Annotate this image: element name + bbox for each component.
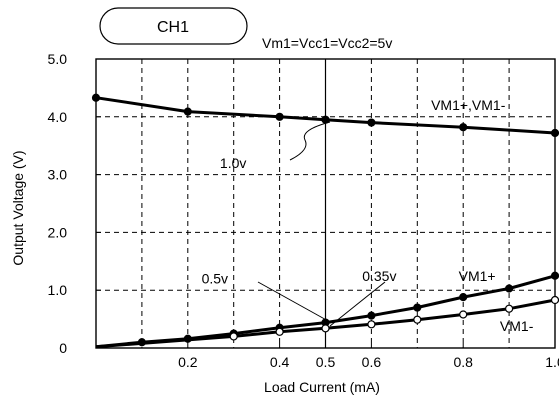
annotation-label: VM1+,VM1- bbox=[431, 97, 506, 113]
x-tick-label: 0.4 bbox=[270, 354, 290, 370]
data-point bbox=[91, 93, 101, 102]
annotation-label: VM1- bbox=[500, 318, 534, 334]
series bbox=[91, 93, 559, 349]
y-tick-label: 0 bbox=[59, 340, 67, 356]
x-tick-label: 1.0 bbox=[545, 354, 559, 370]
annotation-leaders bbox=[257, 121, 386, 327]
leader-1.0v bbox=[289, 121, 331, 161]
series-vm1-vm1- bbox=[91, 93, 559, 138]
y-tick-label: 3.0 bbox=[48, 167, 68, 183]
data-point bbox=[459, 123, 468, 132]
data-point bbox=[367, 118, 376, 127]
data-point bbox=[459, 310, 468, 319]
leader-0.35v bbox=[329, 281, 386, 327]
x-tick-label: 0.8 bbox=[453, 354, 473, 370]
series-vm1- bbox=[95, 295, 559, 349]
x-tick-label: 0.5 bbox=[316, 354, 336, 370]
data-point bbox=[550, 128, 559, 138]
y-tick-label: 2.0 bbox=[48, 224, 68, 240]
y-tick-label: 1.0 bbox=[48, 282, 68, 298]
y-tick-label: 5.0 bbox=[48, 51, 68, 67]
data-point bbox=[550, 271, 559, 280]
data-point bbox=[550, 295, 559, 305]
data-point bbox=[459, 293, 468, 302]
annotation-label: 0.35v bbox=[362, 268, 396, 284]
data-point bbox=[505, 304, 514, 313]
data-point bbox=[229, 332, 238, 341]
x-tick-label: 0.2 bbox=[178, 354, 198, 370]
annotation-label: VM1+ bbox=[459, 268, 496, 284]
data-point bbox=[367, 311, 376, 320]
tick-labels: 0.2 0.4 0.5 0.6 0.8 1.0 0 1.0 2.0 3.0 4.0 5.0 bbox=[48, 51, 559, 370]
annotations: VM1+,VM1- 1.0v 0.5v 0.35v VM1+ VM1- bbox=[202, 97, 534, 334]
title-frame bbox=[99, 7, 248, 45]
y-tick-label: 4.0 bbox=[48, 109, 68, 125]
data-point bbox=[367, 320, 376, 329]
x-axis-label: Load Current (mA) bbox=[264, 379, 380, 395]
chart-subtitle: Vm1=Vcc1=Vcc2=5v bbox=[262, 35, 392, 51]
annotation-label: 1.0v bbox=[220, 155, 246, 171]
x-tick-label: 0.6 bbox=[362, 354, 382, 370]
annotation-label: 0.5v bbox=[202, 271, 228, 287]
data-point bbox=[413, 315, 422, 324]
title-badge: CH1 bbox=[99, 7, 248, 45]
leader-0.5v bbox=[257, 281, 331, 323]
y-axis-label: Output Voltage (V) bbox=[10, 150, 26, 265]
data-point bbox=[321, 324, 330, 333]
data-point bbox=[275, 112, 284, 121]
chart-title: CH1 bbox=[157, 19, 189, 36]
data-point bbox=[183, 107, 192, 116]
data-point bbox=[275, 327, 284, 336]
data-point bbox=[413, 303, 422, 312]
data-point bbox=[505, 284, 514, 293]
